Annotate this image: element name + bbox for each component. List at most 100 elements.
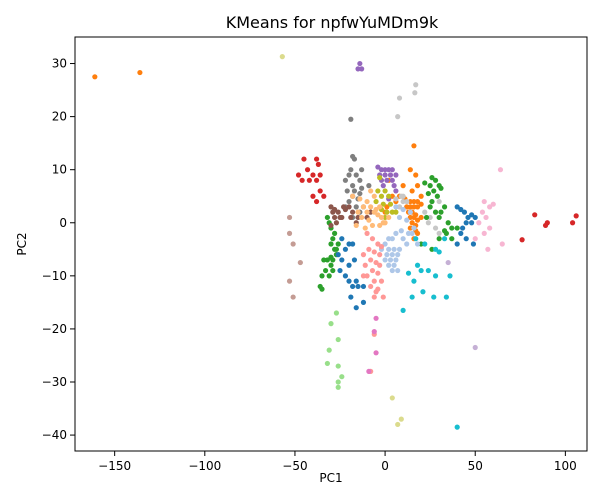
data-point <box>380 201 386 207</box>
data-point <box>389 252 395 258</box>
data-point <box>378 167 385 173</box>
data-point <box>348 116 354 122</box>
data-point <box>438 185 444 191</box>
data-point <box>290 294 296 300</box>
y-tick-label: 10 <box>52 163 67 177</box>
data-point <box>355 209 361 215</box>
data-point <box>411 143 417 149</box>
data-point <box>373 259 379 266</box>
data-point <box>389 236 395 242</box>
data-point <box>395 421 401 428</box>
data-point <box>346 198 352 205</box>
points-layer <box>92 54 579 430</box>
data-point <box>321 193 327 199</box>
data-point <box>380 294 386 300</box>
data-point <box>377 252 383 258</box>
data-point <box>286 230 293 236</box>
data-point <box>313 156 320 162</box>
data-point <box>371 328 377 335</box>
data-point <box>422 209 428 215</box>
data-point <box>335 209 341 215</box>
data-point <box>405 270 412 276</box>
data-point <box>393 188 399 194</box>
data-point <box>351 188 358 194</box>
data-point <box>348 167 354 173</box>
data-point <box>432 246 439 252</box>
data-point <box>359 214 365 221</box>
data-point <box>396 95 403 101</box>
y-tick-label: 30 <box>52 57 67 71</box>
data-point <box>434 193 440 199</box>
data-point <box>373 206 379 213</box>
data-point <box>389 395 395 401</box>
data-point <box>483 214 489 221</box>
data-point <box>463 220 469 226</box>
data-point <box>407 214 413 221</box>
data-point <box>479 209 486 215</box>
data-point <box>339 374 345 380</box>
data-point <box>382 172 388 178</box>
data-point <box>290 241 296 247</box>
data-point <box>396 204 403 210</box>
data-point <box>429 246 435 252</box>
data-point <box>414 204 421 210</box>
data-point <box>375 241 381 247</box>
data-point <box>404 241 410 247</box>
data-point <box>386 167 392 173</box>
data-point <box>391 183 397 189</box>
data-point <box>423 214 430 221</box>
data-point <box>378 244 385 250</box>
data-point <box>414 230 421 236</box>
data-point <box>413 236 419 242</box>
data-point <box>279 54 285 60</box>
data-point <box>377 262 383 268</box>
data-point <box>359 66 365 72</box>
data-point <box>404 204 410 210</box>
data-point <box>411 214 417 221</box>
data-point <box>373 289 379 295</box>
data-point <box>393 257 399 263</box>
data-point <box>330 257 336 263</box>
data-point <box>342 273 349 279</box>
data-point <box>368 257 374 263</box>
data-point <box>427 204 433 210</box>
data-point <box>382 220 388 226</box>
data-point <box>368 188 374 194</box>
data-point <box>411 225 417 231</box>
data-point <box>407 225 413 231</box>
data-point <box>458 206 464 213</box>
data-point <box>389 209 395 215</box>
data-point <box>348 294 354 300</box>
data-point <box>339 236 345 242</box>
data-point <box>360 299 367 305</box>
data-point <box>362 225 368 231</box>
data-point <box>409 188 415 194</box>
data-point <box>422 180 428 186</box>
data-point <box>330 209 336 215</box>
data-point <box>333 246 340 252</box>
data-point <box>425 190 431 197</box>
data-point <box>389 177 395 183</box>
data-point <box>382 241 388 247</box>
data-point <box>414 198 421 205</box>
data-point <box>346 241 352 247</box>
data-point <box>445 259 451 266</box>
data-point <box>364 273 370 279</box>
data-point <box>353 204 359 210</box>
data-point <box>469 212 475 218</box>
data-point <box>485 246 491 252</box>
data-point <box>441 204 448 210</box>
data-point <box>438 209 444 215</box>
data-point <box>447 273 453 279</box>
data-point <box>310 193 316 199</box>
data-point <box>377 204 383 210</box>
data-point <box>333 220 340 226</box>
data-point <box>337 267 343 274</box>
data-point <box>355 283 361 290</box>
data-point <box>350 241 356 247</box>
data-point <box>335 379 341 385</box>
data-point <box>328 321 334 327</box>
data-point <box>295 172 302 178</box>
data-point <box>306 177 312 183</box>
data-point <box>137 69 143 76</box>
